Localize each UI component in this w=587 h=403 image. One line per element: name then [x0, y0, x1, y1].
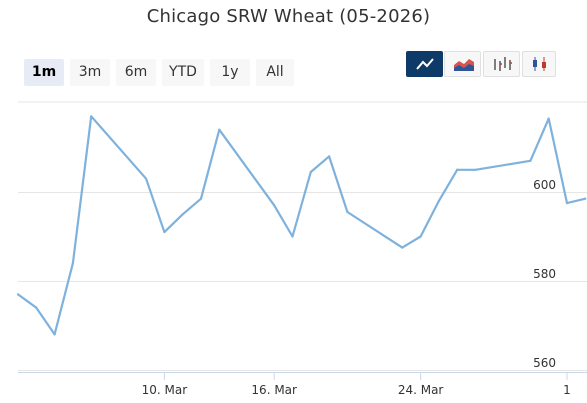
data-point-18 — [456, 168, 459, 171]
series-line-0 — [17, 115, 586, 336]
range-button-1y[interactable]: 1y — [210, 59, 250, 86]
y-tick-label-580: 580 — [533, 267, 556, 281]
candlestick-chart-button[interactable] — [522, 51, 556, 77]
line-chart-button[interactable] — [406, 51, 443, 77]
range-button-6m[interactable]: 6m — [116, 59, 156, 86]
range-button-all[interactable]: All — [256, 59, 294, 86]
data-point-10 — [273, 204, 276, 207]
data-point-13 — [328, 155, 331, 158]
range-button-ytd[interactable]: YTD — [162, 59, 204, 86]
data-point-15 — [401, 246, 404, 249]
data-point-12 — [309, 170, 312, 174]
data-point-5 — [145, 177, 148, 180]
area-chart-icon — [454, 59, 474, 71]
data-point-9 — [218, 128, 221, 131]
y-tick-label-600: 600 — [533, 178, 556, 192]
chart-title: Chicago SRW Wheat (05-2026) — [146, 6, 431, 27]
x-tick-label-2: 24. Mar — [398, 383, 444, 397]
range-button-3m[interactable]: 3m — [70, 59, 110, 86]
x-tick-label-0: 10. Mar — [142, 383, 188, 397]
x-tick-label-3: 1 — [563, 383, 571, 397]
data-point-16 — [419, 235, 422, 238]
data-point-8 — [199, 197, 203, 200]
data-point-21 — [547, 117, 550, 120]
data-point-4 — [90, 115, 93, 118]
data-point-23 — [584, 197, 587, 200]
x-tick-label-1: 16. Mar — [251, 383, 297, 397]
data-point-3 — [71, 262, 74, 265]
data-point-20 — [529, 159, 532, 162]
data-point-2 — [53, 333, 56, 336]
y-tick-label-560: 560 — [533, 356, 556, 370]
data-point-19 — [474, 168, 477, 171]
data-point-1 — [35, 306, 38, 309]
data-point-11 — [291, 235, 294, 238]
area-chart-button[interactable] — [444, 51, 481, 77]
data-point-6 — [163, 230, 166, 234]
range-button-1m[interactable]: 1m — [24, 59, 64, 86]
data-point-22 — [565, 202, 569, 205]
line-chart-icon — [416, 58, 434, 70]
data-point-17 — [437, 199, 440, 202]
data-point-7 — [181, 213, 184, 216]
candlestick-chart-icon — [533, 57, 546, 71]
data-point-0 — [16, 293, 20, 296]
ohlc-chart-icon — [494, 57, 512, 71]
data-point-14 — [346, 210, 349, 214]
ohlc-chart-button[interactable] — [483, 51, 520, 77]
